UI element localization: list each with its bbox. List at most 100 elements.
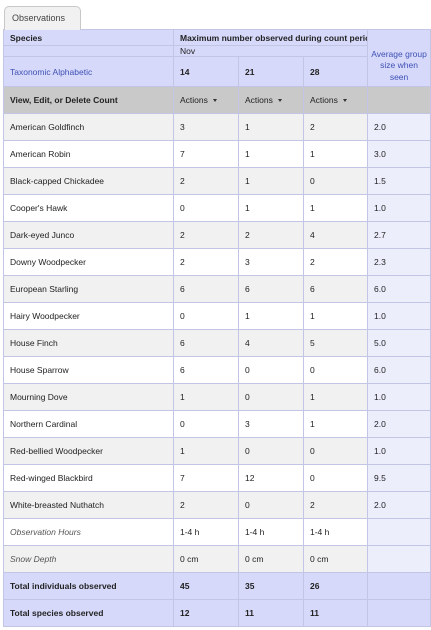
species-name: European Starling: [3, 275, 174, 303]
average-group-size-cell: 2.0: [367, 491, 431, 519]
table-row: American Robin 7 1 1 3.0: [3, 140, 431, 168]
tab-observations[interactable]: Observations: [4, 6, 81, 30]
count-cell: 0: [302, 356, 369, 384]
count-cell: 0: [302, 167, 369, 195]
average-group-size-cell: 1.0: [367, 302, 431, 330]
caret-down-icon: [277, 99, 282, 103]
table-row: Hairy Woodpecker 0 1 1 1.0: [3, 302, 431, 330]
species-name: Downy Woodpecker: [3, 248, 174, 276]
species-name: Northern Cardinal: [3, 410, 174, 438]
count-cell: 2: [302, 113, 369, 141]
table-row: Dark-eyed Junco 2 2 4 2.7: [3, 221, 431, 249]
actions-avg-spacer: [367, 86, 431, 114]
count-cell: 1: [173, 437, 239, 465]
average-group-size-cell: 2.0: [367, 113, 431, 141]
caret-down-icon: [342, 99, 347, 103]
count-cell: 6: [173, 275, 239, 303]
actions-label: Actions: [310, 95, 338, 105]
count-cell: 1: [238, 140, 304, 168]
count-cell: 0: [238, 356, 304, 384]
average-group-size-cell: 1.0: [367, 194, 431, 222]
count-cell: 0: [173, 302, 239, 330]
table-row: Northern Cardinal 0 3 1 2.0: [3, 410, 431, 438]
count-cell: 12: [238, 464, 304, 492]
snow-depth-value: 0 cm: [173, 545, 239, 573]
average-group-size-cell: 5.0: [367, 329, 431, 357]
total-individuals-value: 26: [302, 572, 369, 600]
count-cell: 4: [302, 221, 369, 249]
caret-down-icon: [212, 99, 217, 103]
table-row: Red-winged Blackbird 7 12 0 9.5: [3, 464, 431, 492]
table-row: House Sparrow 6 0 0 6.0: [3, 356, 431, 384]
count-cell: 7: [173, 140, 239, 168]
count-cell: 0: [238, 437, 304, 465]
count-cell: 1: [173, 383, 239, 411]
count-cell: 1: [302, 383, 369, 411]
table-row: Downy Woodpecker 2 3 2 2.3: [3, 248, 431, 276]
count-cell: 1: [238, 302, 304, 330]
total-individuals-value: 45: [173, 572, 239, 600]
total-individuals-row: Total individuals observed 45 35 26: [3, 572, 431, 600]
observation-hours-value: 1-4 h: [302, 518, 369, 546]
count-cell: 3: [238, 410, 304, 438]
total-individuals-avg-spacer: [367, 572, 431, 600]
species-name: Red-bellied Woodpecker: [3, 437, 174, 465]
species-name: Mourning Dove: [3, 383, 174, 411]
species-name: White-breasted Nuthatch: [3, 491, 174, 519]
observation-hours-row: Observation Hours 1-4 h 1-4 h 1-4 h: [3, 518, 431, 546]
actions-dropdown-21[interactable]: Actions: [238, 86, 304, 114]
count-cell: 0: [173, 194, 239, 222]
snow-depth-row: Snow Depth 0 cm 0 cm 0 cm: [3, 545, 431, 573]
average-group-size-cell: 2.0: [367, 410, 431, 438]
count-cell: 3: [238, 248, 304, 276]
count-cell: 0: [302, 437, 369, 465]
average-group-size-cell: 2.3: [367, 248, 431, 276]
actions-dropdown-28[interactable]: Actions: [302, 86, 369, 114]
table-row: White-breasted Nuthatch 2 0 2 2.0: [3, 491, 431, 519]
table-row: American Goldfinch 3 1 2 2.0: [3, 113, 431, 141]
total-species-value: 11: [302, 599, 369, 627]
actions-dropdown-14[interactable]: Actions: [173, 86, 239, 114]
count-cell: 1: [238, 113, 304, 141]
count-cell: 0: [173, 410, 239, 438]
species-name: Red-winged Blackbird: [3, 464, 174, 492]
count-cell: 6: [173, 329, 239, 357]
species-name: Dark-eyed Junco: [3, 221, 174, 249]
species-name: Cooper's Hawk: [3, 194, 174, 222]
observation-hours-value: 1-4 h: [238, 518, 304, 546]
count-cell: 1: [302, 302, 369, 330]
average-group-size-cell: 2.7: [367, 221, 431, 249]
date-header-21: 21: [238, 56, 304, 87]
total-individuals-label: Total individuals observed: [3, 572, 174, 600]
count-cell: 2: [173, 167, 239, 195]
species-name: American Robin: [3, 140, 174, 168]
species-header: Species: [3, 29, 174, 46]
count-cell: 2: [173, 491, 239, 519]
average-group-size-cell: 1.0: [367, 437, 431, 465]
count-cell: 6: [173, 356, 239, 384]
count-cell: 7: [173, 464, 239, 492]
total-species-row: Total species observed 12 11 11: [3, 599, 431, 627]
count-cell: 1: [302, 194, 369, 222]
average-group-size-header: Average group size when seen: [367, 29, 431, 87]
average-group-size-cell: 6.0: [367, 356, 431, 384]
count-cell: 3: [173, 113, 239, 141]
taxonomic-alphabetic-link[interactable]: Taxonomic Alphabetic: [3, 56, 174, 87]
snow-depth-label: Snow Depth: [3, 545, 174, 573]
average-group-size-cell: 6.0: [367, 275, 431, 303]
species-header-spacer: [3, 45, 174, 57]
species-name: Black-capped Chickadee: [3, 167, 174, 195]
count-cell: 4: [238, 329, 304, 357]
count-cell: 2: [238, 221, 304, 249]
species-name: Hairy Woodpecker: [3, 302, 174, 330]
count-cell: 1: [302, 410, 369, 438]
total-individuals-value: 35: [238, 572, 304, 600]
total-species-label: Total species observed: [3, 599, 174, 627]
count-cell: 2: [302, 248, 369, 276]
table-row: Red-bellied Woodpecker 1 0 0 1.0: [3, 437, 431, 465]
average-group-size-cell: 1.0: [367, 383, 431, 411]
count-cell: 2: [302, 491, 369, 519]
month-header: Nov: [172, 45, 369, 57]
count-cell: 1: [302, 140, 369, 168]
count-cell: 2: [173, 248, 239, 276]
